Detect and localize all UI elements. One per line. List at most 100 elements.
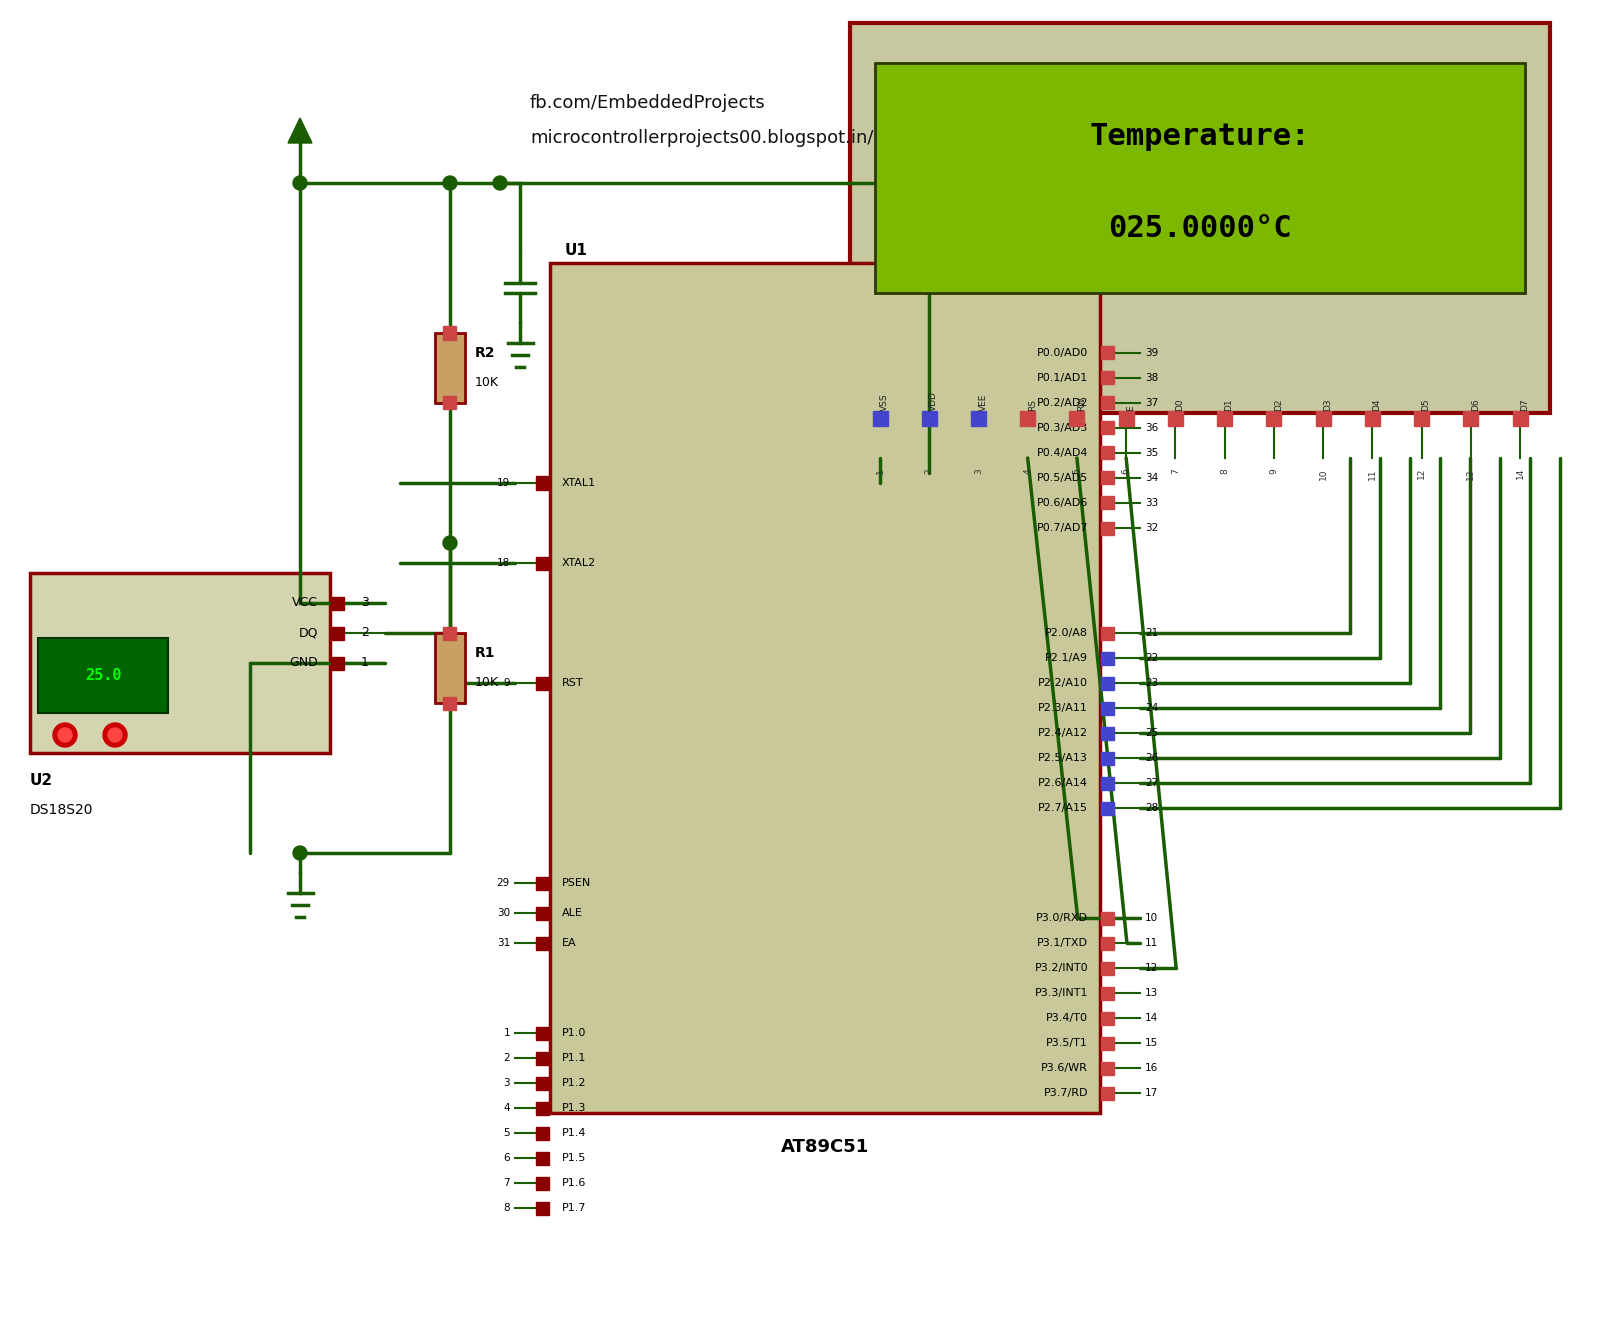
Text: 10K: 10K bbox=[475, 677, 499, 689]
Bar bbox=[1101, 472, 1114, 484]
Text: 2: 2 bbox=[504, 1053, 510, 1062]
Text: XTAL1: XTAL1 bbox=[562, 479, 597, 488]
Text: 33: 33 bbox=[1146, 499, 1158, 508]
Text: P3.6/WR: P3.6/WR bbox=[1042, 1062, 1088, 1073]
Text: R1: R1 bbox=[475, 647, 496, 660]
Text: P2.6/A14: P2.6/A14 bbox=[1038, 778, 1088, 788]
Text: P0.1/AD1: P0.1/AD1 bbox=[1037, 373, 1088, 383]
Bar bbox=[1101, 521, 1114, 535]
Bar bbox=[536, 556, 549, 569]
Text: P0.7/AD7: P0.7/AD7 bbox=[1037, 523, 1088, 533]
Text: AT89C51: AT89C51 bbox=[781, 1138, 869, 1156]
Bar bbox=[875, 63, 1525, 293]
Text: D1: D1 bbox=[1224, 399, 1234, 411]
Text: D2: D2 bbox=[1274, 399, 1283, 411]
Text: 2: 2 bbox=[925, 468, 934, 473]
Bar bbox=[1101, 652, 1114, 664]
Text: 7: 7 bbox=[1171, 468, 1179, 473]
Text: 3: 3 bbox=[504, 1078, 510, 1088]
Text: D0: D0 bbox=[1176, 399, 1184, 411]
Text: D6: D6 bbox=[1470, 399, 1480, 411]
Text: P1.6: P1.6 bbox=[562, 1178, 586, 1188]
Text: P0.2/AD2: P0.2/AD2 bbox=[1037, 399, 1088, 408]
Bar bbox=[536, 1052, 549, 1065]
Text: 8: 8 bbox=[504, 1202, 510, 1213]
Bar bbox=[1101, 912, 1114, 925]
Text: 11: 11 bbox=[1146, 938, 1158, 948]
Text: P2.3/A11: P2.3/A11 bbox=[1038, 702, 1088, 713]
Bar bbox=[1414, 411, 1429, 425]
Text: 2: 2 bbox=[362, 627, 370, 640]
Bar bbox=[1101, 777, 1114, 789]
Text: 23: 23 bbox=[1146, 678, 1158, 688]
Bar bbox=[1101, 627, 1114, 640]
Bar bbox=[1118, 411, 1134, 425]
Text: 5: 5 bbox=[504, 1128, 510, 1138]
Text: PSEN: PSEN bbox=[562, 878, 592, 888]
Bar bbox=[443, 697, 456, 709]
Text: 1: 1 bbox=[362, 656, 370, 669]
Bar bbox=[331, 596, 344, 609]
Bar bbox=[435, 633, 466, 702]
Bar bbox=[536, 877, 549, 889]
Text: P2.0/A8: P2.0/A8 bbox=[1045, 628, 1088, 639]
Text: P1.0: P1.0 bbox=[562, 1028, 586, 1038]
Text: RS: RS bbox=[1027, 399, 1037, 411]
Text: 18: 18 bbox=[496, 559, 510, 568]
Bar bbox=[536, 1152, 549, 1165]
Bar bbox=[1101, 1086, 1114, 1100]
Bar bbox=[1101, 1061, 1114, 1074]
Bar bbox=[1218, 411, 1232, 425]
Text: P3.0/RXD: P3.0/RXD bbox=[1037, 913, 1088, 922]
Text: P2.4/A12: P2.4/A12 bbox=[1038, 728, 1088, 738]
Circle shape bbox=[293, 846, 307, 860]
Bar bbox=[1101, 372, 1114, 384]
Text: 17: 17 bbox=[1146, 1088, 1158, 1098]
Bar bbox=[536, 906, 549, 920]
Circle shape bbox=[443, 536, 458, 551]
Bar bbox=[1101, 961, 1114, 974]
Text: 7: 7 bbox=[504, 1178, 510, 1188]
Text: 32: 32 bbox=[1146, 523, 1158, 533]
Text: 31: 31 bbox=[496, 938, 510, 948]
Bar bbox=[1021, 411, 1035, 425]
Text: P3.5/T1: P3.5/T1 bbox=[1046, 1038, 1088, 1048]
Text: DS18S20: DS18S20 bbox=[30, 802, 93, 817]
Bar bbox=[435, 333, 466, 403]
Text: 22: 22 bbox=[1146, 653, 1158, 663]
Bar bbox=[1464, 411, 1478, 425]
Text: 13: 13 bbox=[1466, 468, 1475, 480]
Text: P1.4: P1.4 bbox=[562, 1128, 587, 1138]
Bar bbox=[1101, 1012, 1114, 1025]
Bar bbox=[536, 476, 549, 489]
Text: 9: 9 bbox=[1269, 468, 1278, 473]
Text: VDD: VDD bbox=[930, 391, 938, 411]
FancyBboxPatch shape bbox=[850, 23, 1550, 413]
Text: D7: D7 bbox=[1520, 399, 1530, 411]
Bar bbox=[536, 677, 549, 689]
Bar bbox=[971, 411, 986, 425]
Text: 30: 30 bbox=[498, 908, 510, 918]
Text: 1: 1 bbox=[875, 468, 885, 473]
Text: 025.0000°C: 025.0000°C bbox=[1109, 215, 1291, 243]
Bar bbox=[1168, 411, 1182, 425]
Text: P0.6/AD6: P0.6/AD6 bbox=[1037, 499, 1088, 508]
Bar bbox=[1101, 1037, 1114, 1049]
Text: 26: 26 bbox=[1146, 753, 1158, 762]
Text: P1.7: P1.7 bbox=[562, 1202, 587, 1213]
Text: D4: D4 bbox=[1373, 399, 1381, 411]
Text: P0.5/AD5: P0.5/AD5 bbox=[1037, 473, 1088, 483]
Text: EA: EA bbox=[562, 938, 576, 948]
Bar bbox=[536, 1177, 549, 1189]
Bar bbox=[1101, 496, 1114, 509]
Bar bbox=[536, 1077, 549, 1089]
Bar bbox=[1101, 421, 1114, 435]
Text: 35: 35 bbox=[1146, 448, 1158, 459]
Text: P3.1/TXD: P3.1/TXD bbox=[1037, 938, 1088, 948]
Text: 34: 34 bbox=[1146, 473, 1158, 483]
Text: VEE: VEE bbox=[979, 393, 987, 411]
Text: R2: R2 bbox=[475, 347, 496, 360]
Text: 10: 10 bbox=[1318, 468, 1328, 480]
Text: 13: 13 bbox=[1146, 988, 1158, 998]
Text: P1.2: P1.2 bbox=[562, 1078, 587, 1088]
